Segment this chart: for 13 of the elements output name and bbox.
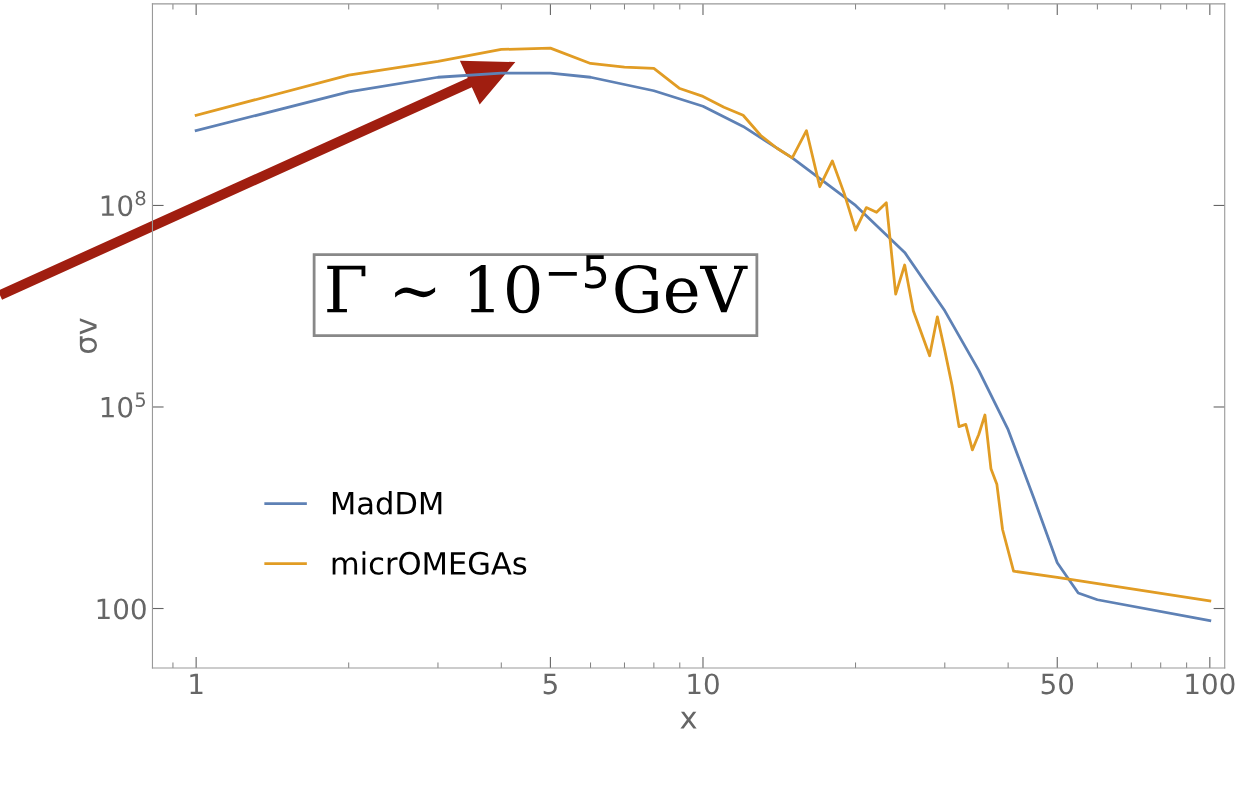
x-tick-label: 10 <box>688 673 719 695</box>
y-tick-label: 100 <box>97 598 146 620</box>
x-axis-title: x <box>680 711 697 729</box>
y-tick-label: 10$^{8}$ <box>101 190 146 217</box>
legend-label: MadDM <box>332 491 442 515</box>
x-tick-label: 50 <box>1041 673 1074 695</box>
legend-label: micrOMEGAs <box>332 551 527 575</box>
y-tick-label: 10$^{5}$ <box>101 392 145 418</box>
x-tick-label: 100 <box>1186 673 1235 695</box>
annotation: Γ ∼ 10$^{−5}$GeV <box>327 255 748 314</box>
y-axis-title: σv <box>79 318 97 354</box>
x-tick-label: 1 <box>190 673 203 694</box>
x-tick-label: 5 <box>543 673 557 695</box>
